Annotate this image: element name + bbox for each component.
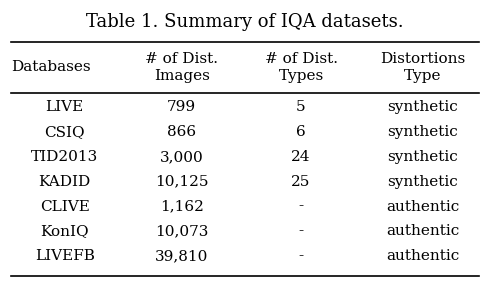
Text: KonIQ: KonIQ: [40, 224, 89, 238]
Text: synthetic: synthetic: [388, 150, 458, 164]
Text: 25: 25: [292, 175, 311, 189]
Text: -: -: [298, 249, 304, 263]
Text: 39,810: 39,810: [155, 249, 208, 263]
Text: CSIQ: CSIQ: [45, 125, 85, 139]
Text: authentic: authentic: [386, 249, 460, 263]
Text: Distortions
Type: Distortions Type: [380, 52, 466, 83]
Text: Databases: Databases: [11, 60, 91, 74]
Text: 10,073: 10,073: [155, 224, 208, 238]
Text: 10,125: 10,125: [155, 175, 208, 189]
Text: LIVEFB: LIVEFB: [35, 249, 95, 263]
Text: TID2013: TID2013: [31, 150, 98, 164]
Text: # of Dist.
Images: # of Dist. Images: [145, 52, 218, 83]
Text: 5: 5: [296, 101, 306, 114]
Text: 24: 24: [291, 150, 311, 164]
Text: -: -: [298, 224, 304, 238]
Text: authentic: authentic: [386, 224, 460, 238]
Text: Table 1. Summary of IQA datasets.: Table 1. Summary of IQA datasets.: [86, 12, 404, 31]
Text: 1,162: 1,162: [160, 200, 204, 214]
Text: 799: 799: [167, 101, 196, 114]
Text: 6: 6: [296, 125, 306, 139]
Text: synthetic: synthetic: [388, 125, 458, 139]
Text: LIVE: LIVE: [46, 101, 84, 114]
Text: authentic: authentic: [386, 200, 460, 214]
Text: # of Dist.
Types: # of Dist. Types: [265, 52, 338, 83]
Text: CLIVE: CLIVE: [40, 200, 90, 214]
Text: synthetic: synthetic: [388, 175, 458, 189]
Text: synthetic: synthetic: [388, 101, 458, 114]
Text: 3,000: 3,000: [160, 150, 203, 164]
Text: -: -: [298, 200, 304, 214]
Text: KADID: KADID: [39, 175, 91, 189]
Text: 866: 866: [167, 125, 196, 139]
